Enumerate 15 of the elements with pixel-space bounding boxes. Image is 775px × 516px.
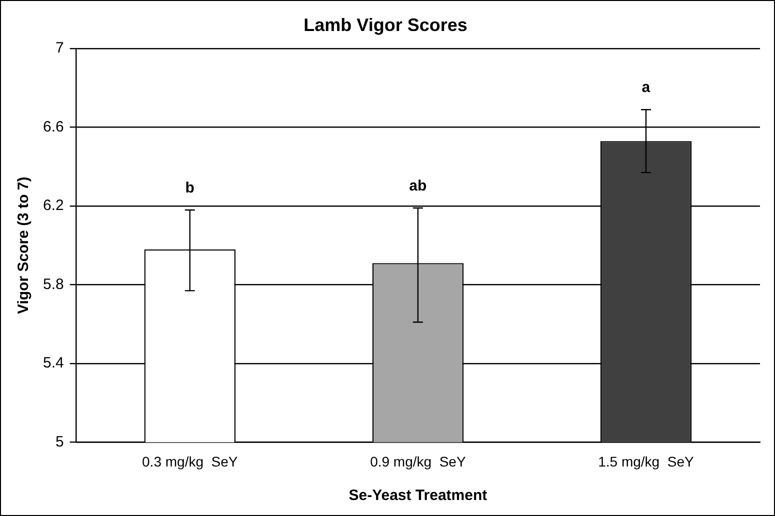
x-tick-label: 0.3 mg/kg SeY [142, 453, 238, 470]
x-axis-title: Se-Yeast Treatment [348, 487, 488, 504]
annotation: a [642, 79, 651, 96]
chart-title: Lamb Vigor Scores [304, 14, 468, 35]
x-tick-label: 0.9 mg/kg SeY [370, 453, 466, 470]
y-tick-label: 6.6 [42, 118, 64, 136]
y-tick-label: 7 [56, 40, 64, 57]
x-tick-label: 1.5 mg/kg SeY [598, 453, 694, 470]
annotation: b [185, 180, 194, 197]
y-tick-label: 6.2 [42, 197, 64, 214]
y-tick-label: 5 [56, 433, 64, 450]
y-tick-label: 5.8 [42, 276, 64, 293]
y-axis-title: Vigor Score (3 to 7) [15, 176, 32, 314]
annotation: ab [409, 178, 427, 195]
y-tick-label: 5.4 [42, 354, 64, 372]
